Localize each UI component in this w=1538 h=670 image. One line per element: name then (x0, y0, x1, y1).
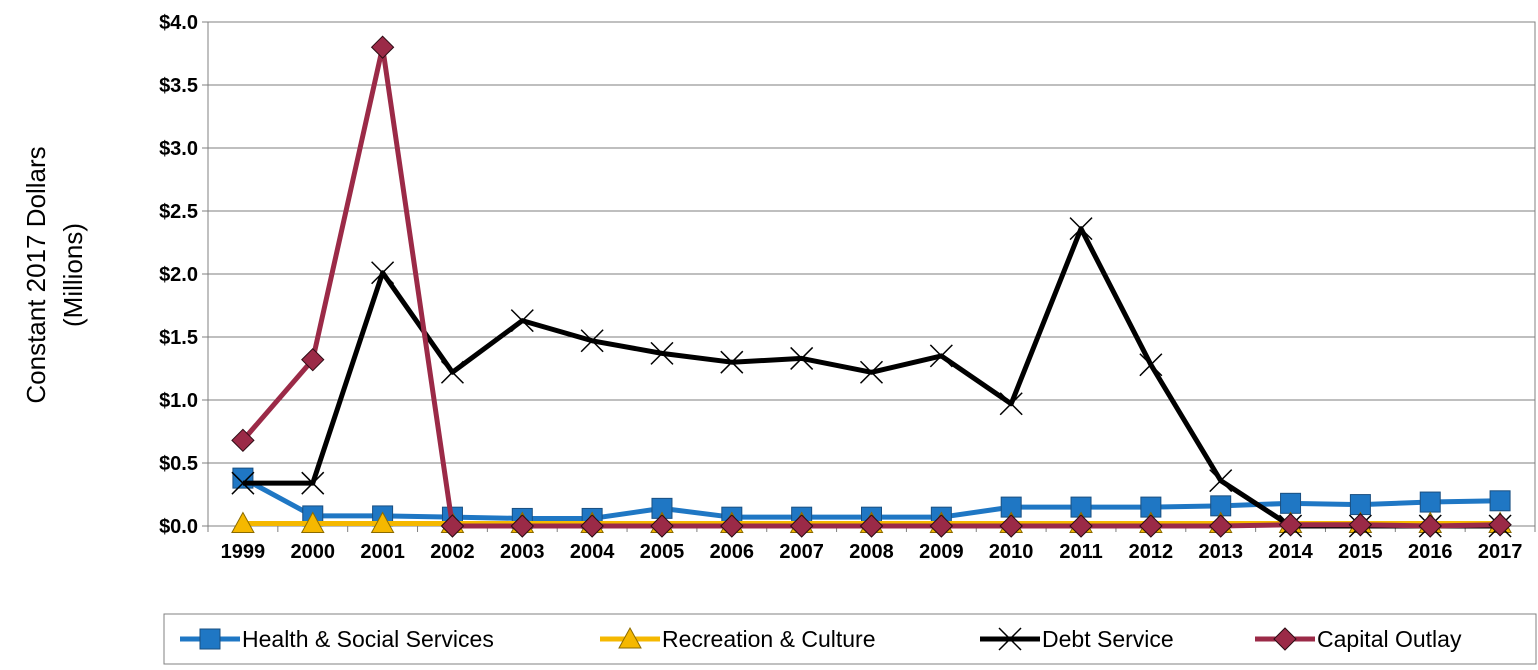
y-axis-ticks: $0.0 $0.5 $1.0 $1.5 $2.0 $2.5 $3.0 $3.5 $4.0 (159, 12, 208, 538)
x-tick-label: 2010 (989, 541, 1034, 563)
x-tick-label: 2014 (1268, 541, 1313, 563)
y-tick-label: $1.0 (159, 390, 198, 412)
data-point (231, 428, 255, 453)
x-tick-label: 2006 (710, 541, 755, 563)
data-point (650, 514, 674, 538)
data-point (301, 347, 325, 372)
data-point (370, 511, 395, 533)
y-tick-label: $0.0 (159, 516, 198, 538)
data-point (510, 309, 534, 333)
data-point (929, 514, 954, 538)
x-tick-label: 2013 (1198, 541, 1243, 563)
legend-marker (199, 628, 221, 650)
data-point (1069, 514, 1093, 538)
data-point (231, 471, 255, 495)
x-tick-label: 2015 (1338, 541, 1383, 563)
x-tick-label: 2007 (779, 541, 824, 563)
data-point (440, 514, 465, 538)
legend-marker (1273, 627, 1297, 651)
legend-label: Recreation & Culture (662, 626, 876, 652)
x-tick-label: 2008 (849, 541, 894, 563)
data-point (371, 261, 395, 285)
x-tick-label: 2003 (500, 541, 545, 563)
data-point (1419, 491, 1441, 513)
data-point (440, 360, 464, 384)
data-point (1209, 514, 1233, 538)
data-point (1209, 469, 1233, 493)
legend-marker (618, 626, 642, 649)
y-tick-label: $2.5 (159, 201, 198, 223)
legend-label: Capital Outlay (1317, 626, 1462, 652)
data-point (510, 514, 534, 538)
data-point (300, 511, 325, 533)
data-point (1348, 513, 1373, 537)
data-point (231, 511, 255, 533)
data-point (580, 329, 604, 353)
data-point (790, 346, 814, 370)
x-tick-label: 2009 (919, 541, 964, 563)
data-point (580, 514, 604, 538)
legend-entry: Debt Service (980, 626, 1174, 652)
data-point (1489, 490, 1511, 512)
y-tick-label: $1.5 (159, 327, 198, 349)
y-tick-label: $0.5 (159, 453, 198, 475)
y-tick-label: $2.0 (159, 264, 198, 286)
data-point (999, 514, 1023, 538)
y-tick-label: $3.5 (159, 75, 198, 97)
legend: Health & Social Services Recreation & Cul… (163, 613, 1537, 665)
legend-marker (998, 627, 1022, 651)
x-tick-label: 2005 (640, 541, 685, 563)
data-point (1488, 513, 1512, 537)
legend-label: Health & Social Services (242, 626, 494, 652)
data-point (650, 341, 674, 365)
y-axis-title-units: (Millions) (58, 223, 88, 327)
y-tick-label: $3.0 (159, 138, 198, 160)
x-tick-label: 1999 (221, 541, 266, 563)
series-3 (231, 35, 1512, 538)
y-tick-label: $4.0 (159, 12, 198, 34)
x-tick-label: 2000 (291, 541, 336, 563)
data-point (1280, 492, 1302, 514)
gridlines (208, 84, 1535, 464)
legend-entry: Capital Outlay (1255, 626, 1462, 652)
data-point (1278, 513, 1303, 537)
y-axis-title: Constant 2017 Dollars (21, 146, 51, 403)
x-tick-label: 2011 (1059, 541, 1102, 563)
legend-label: Debt Service (1042, 626, 1174, 652)
data-point (1139, 514, 1163, 538)
data-point (1139, 353, 1163, 377)
x-tick-label: 2012 (1129, 541, 1174, 563)
data-point (301, 471, 325, 495)
legend-entry: Recreation & Culture (600, 626, 876, 652)
data-point (859, 514, 884, 538)
x-tick-label: 2004 (570, 541, 615, 563)
x-tick-label: 2017 (1478, 541, 1523, 563)
series-lines (231, 35, 1512, 538)
legend-entry: Health & Social Services (180, 626, 494, 652)
x-tick-label: 2016 (1408, 541, 1453, 563)
data-point (929, 344, 953, 368)
x-tick-label: 2001 (360, 541, 405, 563)
data-point (720, 514, 744, 538)
data-point (720, 350, 744, 374)
data-point (999, 392, 1023, 416)
x-tick-label: 2002 (430, 541, 475, 563)
x-axis-ticks: 1999 2000 2001 2002 2003 2004 2005 2006 2007 2008… (207, 526, 1536, 563)
data-point (370, 35, 395, 59)
data-point (1069, 217, 1093, 241)
data-point (1418, 514, 1442, 538)
data-point (859, 360, 884, 384)
data-point (789, 514, 814, 538)
